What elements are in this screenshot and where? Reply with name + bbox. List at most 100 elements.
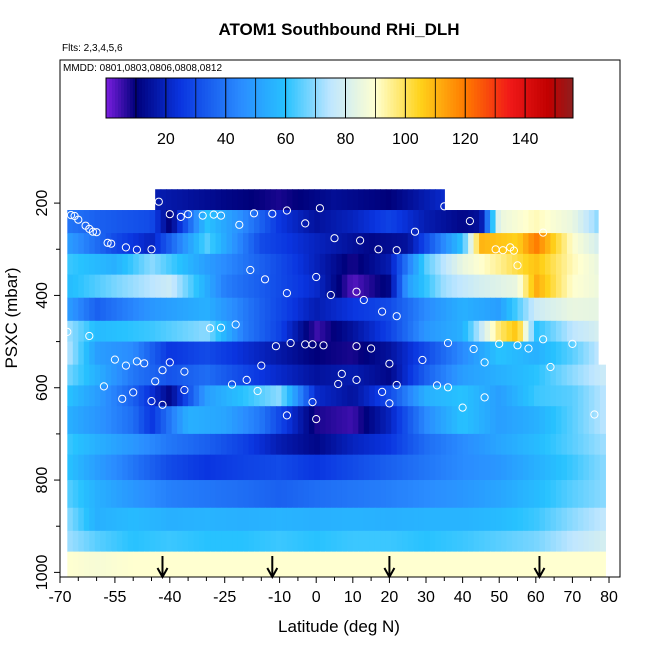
heatmap-cell: [479, 454, 486, 481]
heatmap-cell: [446, 274, 453, 299]
heatmap-cell: [160, 189, 167, 211]
heatmap-cell: [385, 364, 392, 386]
heatmap-cell: [330, 320, 337, 342]
heatmap-cell: [221, 210, 228, 234]
heatmap-cell: [314, 454, 321, 481]
heatmap-cell: [237, 530, 244, 553]
heatmap-cell: [435, 253, 442, 276]
heatmap-cell: [484, 341, 491, 366]
heatmap-cell: [188, 320, 195, 342]
colorbar-swatch: [120, 78, 125, 118]
heatmap-cell: [539, 364, 546, 386]
heatmap-cell: [122, 385, 129, 407]
heatmap-cell: [501, 253, 508, 276]
heatmap-cell: [215, 454, 222, 481]
heatmap-cell: [468, 233, 475, 255]
heatmap-cell: [555, 297, 563, 322]
heatmap-cell: [303, 385, 310, 407]
heatmap-cell: [473, 253, 480, 276]
heatmap-cell: [314, 297, 321, 322]
heatmap-cell: [391, 406, 398, 435]
heatmap-cell: [127, 433, 134, 456]
heatmap-cell: [495, 341, 502, 366]
heatmap-cell: [237, 406, 244, 435]
heatmap-cell: [100, 341, 107, 366]
colorbar-swatch: [531, 78, 535, 118]
heatmap-cell: [588, 253, 595, 276]
heatmap-cell: [330, 364, 337, 386]
heatmap-cell: [396, 454, 403, 481]
heatmap-cell: [111, 320, 118, 342]
heatmap-cell: [303, 364, 310, 386]
heatmap-cell: [544, 406, 552, 435]
heatmap-cell: [391, 530, 398, 553]
colorbar-swatch: [561, 78, 565, 118]
heatmap-cell: [259, 385, 266, 407]
heatmap-cell: [188, 189, 195, 211]
heatmap-cell: [237, 385, 244, 407]
heatmap-cell: [226, 274, 233, 299]
heatmap-cell: [210, 551, 217, 577]
heatmap-cell: [352, 189, 359, 211]
heatmap-cell: [275, 530, 283, 553]
heatmap-cell: [495, 551, 502, 577]
heatmap-cell: [204, 530, 211, 553]
heatmap-cell: [572, 210, 579, 234]
observation-point: [308, 340, 317, 349]
heatmap-cell: [512, 385, 519, 407]
heatmap-cell: [533, 210, 541, 234]
heatmap-cell: [555, 530, 563, 553]
heatmap-cell: [138, 320, 145, 342]
heatmap-cell: [122, 480, 129, 509]
heatmap-cell: [457, 551, 464, 577]
heatmap-cell: [347, 530, 354, 553]
heatmap-cell: [303, 274, 310, 299]
heatmap-cell: [363, 551, 370, 577]
heatmap-cell: [374, 530, 381, 553]
heatmap-cell: [330, 341, 337, 366]
heatmap-cell: [577, 454, 584, 481]
heatmap-cell: [78, 530, 85, 553]
heatmap-cell: [199, 551, 206, 577]
heatmap-cell: [572, 530, 579, 553]
x-tick-label: 40: [454, 589, 472, 606]
heatmap-cell: [89, 274, 96, 299]
heatmap-cell: [435, 530, 442, 553]
heatmap-cell: [138, 341, 145, 366]
heatmap-cell: [457, 406, 464, 435]
heatmap-cell: [446, 341, 453, 366]
heatmap-cell: [226, 507, 233, 532]
colorbar-swatch: [273, 78, 278, 118]
heatmap-cell: [78, 507, 85, 532]
heatmap-cell: [341, 507, 348, 532]
heatmap-cell: [396, 233, 403, 255]
colorbar-swatch: [534, 78, 538, 118]
heatmap-cell: [407, 320, 414, 342]
heatmap-cell: [462, 454, 469, 481]
heatmap-cell: [550, 297, 557, 322]
observation-point: [198, 211, 207, 220]
heatmap-cell: [292, 406, 299, 435]
heatmap-cell: [127, 253, 134, 276]
heatmap-cell: [363, 480, 370, 509]
heatmap-cell: [166, 341, 173, 366]
heatmap-cell: [237, 274, 244, 299]
heatmap-cell: [319, 507, 326, 532]
heatmap-cell: [495, 233, 502, 255]
heatmap-cell: [352, 320, 359, 342]
heatmap-cell: [490, 433, 497, 456]
heatmap-cell: [105, 233, 112, 255]
heatmap-cell: [221, 320, 228, 342]
heatmap-cell: [160, 320, 167, 342]
heatmap-cell: [577, 551, 584, 577]
heatmap-cell: [457, 480, 464, 509]
heatmap-cell: [78, 480, 85, 509]
observation-point: [385, 359, 394, 368]
heatmap-cell: [380, 480, 387, 509]
heatmap-cell: [413, 253, 420, 276]
heatmap-cell: [67, 274, 74, 299]
heatmap-cell: [583, 385, 590, 407]
observation-point: [184, 210, 193, 219]
observation-point: [132, 357, 141, 366]
heatmap-cell: [528, 253, 535, 276]
